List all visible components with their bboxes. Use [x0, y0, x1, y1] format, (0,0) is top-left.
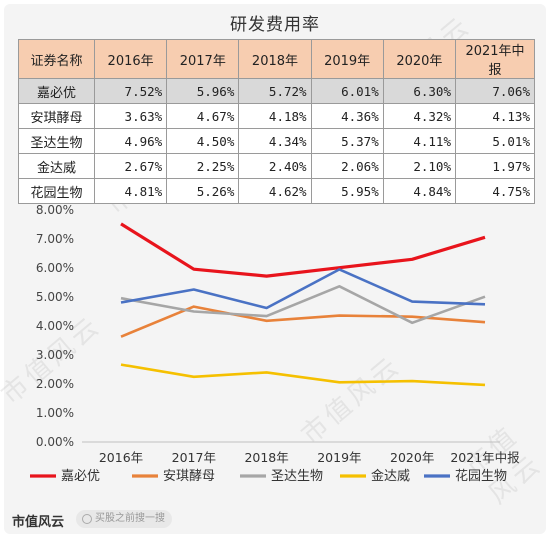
- table-cell: 2.40%: [238, 153, 312, 179]
- column-header: 2018年: [238, 39, 312, 79]
- table-cell: 2.25%: [166, 153, 240, 179]
- x-tick-label: 2021年中报: [450, 450, 520, 465]
- table-cell: 5.95%: [310, 178, 384, 204]
- y-tick-label: 6.00%: [36, 261, 74, 275]
- table-cell: 2.10%: [382, 153, 457, 179]
- x-tick-label: 2016年: [99, 450, 143, 465]
- y-tick-label: 4.00%: [36, 319, 74, 333]
- brand-logo: 市值风云: [12, 515, 65, 530]
- legend-label: 嘉必优: [61, 469, 100, 484]
- column-header: 2019年: [310, 39, 384, 79]
- table-cell: 4.36%: [310, 103, 384, 129]
- row-name: 嘉必优: [18, 78, 95, 104]
- table-cell: 4.11%: [382, 128, 457, 154]
- series-line: [120, 285, 486, 325]
- table-cell: 4.96%: [93, 128, 168, 154]
- table-cell: 4.81%: [93, 178, 168, 204]
- table-cell: 4.50%: [166, 128, 240, 154]
- series-line: [120, 222, 486, 278]
- column-header: 2017年: [166, 39, 240, 79]
- table-cell: 4.34%: [238, 128, 312, 154]
- table-cell: 5.96%: [166, 78, 240, 104]
- table-cell: 4.62%: [238, 178, 312, 204]
- legend-label: 花园生物: [455, 468, 507, 484]
- table-cell: 6.01%: [310, 78, 384, 104]
- table-cell: 4.84%: [382, 178, 457, 204]
- y-tick-label: 8.00%: [36, 203, 74, 217]
- legend-label: 安琪酵母: [163, 469, 215, 484]
- table-header-row: 证券名称 2016年 2017年 2018年 2019年 2020年 2021年…: [18, 39, 535, 79]
- search-icon: [82, 514, 92, 524]
- legend-label: 圣达生物: [271, 469, 323, 484]
- table-cell: 5.37%: [310, 128, 384, 154]
- table-row: 金达威 2.67% 2.25% 2.40% 2.06% 2.10% 1.97%: [18, 153, 535, 179]
- series-line: [120, 363, 486, 387]
- legend-label: 金达威: [371, 468, 410, 484]
- table-cell: 4.18%: [238, 103, 312, 129]
- data-table: 证券名称 2016年 2017年 2018年 2019年 2020年 2021年…: [18, 39, 535, 204]
- table-cell: 5.01%: [455, 128, 535, 154]
- column-header: 2020年: [382, 39, 457, 79]
- table-cell: 3.63%: [93, 103, 168, 129]
- table-row: 安琪酵母 3.63% 4.67% 4.18% 4.36% 4.32% 4.13%: [18, 103, 535, 129]
- table-cell: 1.97%: [455, 153, 535, 179]
- row-name: 花园生物: [18, 178, 95, 204]
- table-row: 嘉必优 7.52% 5.96% 5.72% 6.01% 6.30% 7.06%: [18, 78, 535, 104]
- footer: 市值风云 买股之前搜一搜: [4, 505, 546, 534]
- table-cell: 4.75%: [455, 178, 535, 204]
- y-tick-label: 1.00%: [36, 406, 74, 420]
- x-tick-label: 2018年: [244, 450, 288, 465]
- column-header: 2016年: [93, 39, 168, 79]
- y-tick-label: 7.00%: [36, 232, 74, 246]
- table-cell: 6.30%: [382, 78, 457, 104]
- column-header: 2021年中报: [455, 39, 535, 79]
- table-cell: 2.67%: [93, 153, 168, 179]
- x-tick-label: 2017年: [172, 450, 216, 465]
- y-tick-label: 3.00%: [36, 348, 74, 362]
- table-cell: 4.13%: [455, 103, 535, 129]
- y-tick-label: 5.00%: [36, 290, 74, 304]
- table-cell: 7.52%: [93, 78, 168, 104]
- column-header: 证券名称: [18, 39, 95, 79]
- table-cell: 7.06%: [455, 78, 535, 104]
- table-cell: 4.32%: [382, 103, 457, 129]
- search-bar[interactable]: 买股之前搜一搜: [76, 510, 172, 528]
- search-placeholder: 买股之前搜一搜: [95, 513, 165, 524]
- row-name: 金达威: [18, 153, 95, 179]
- table-cell: 4.67%: [166, 103, 240, 129]
- series-line: [120, 305, 486, 338]
- y-tick-label: 0.00%: [36, 435, 74, 449]
- series-line: [120, 268, 486, 310]
- x-tick-label: 2019年: [317, 450, 361, 465]
- x-tick-label: 2020年: [390, 450, 434, 465]
- y-tick-label: 2.00%: [36, 377, 74, 391]
- table-row: 花园生物 4.81% 5.26% 4.62% 5.95% 4.84% 4.75%: [18, 178, 535, 204]
- row-name: 安琪酵母: [18, 103, 95, 129]
- page-title: 研发费用率: [230, 15, 320, 35]
- table-cell: 5.72%: [238, 78, 312, 104]
- row-name: 圣达生物: [18, 128, 95, 154]
- line-chart: 0.00% 1.00% 2.00% 3.00% 4.00% 5.00% 6.00% 7.00%…: [30, 203, 520, 484]
- table-cell: 2.06%: [310, 153, 384, 179]
- table-row: 圣达生物 4.96% 4.50% 4.34% 5.37% 4.11% 5.01%: [18, 128, 535, 154]
